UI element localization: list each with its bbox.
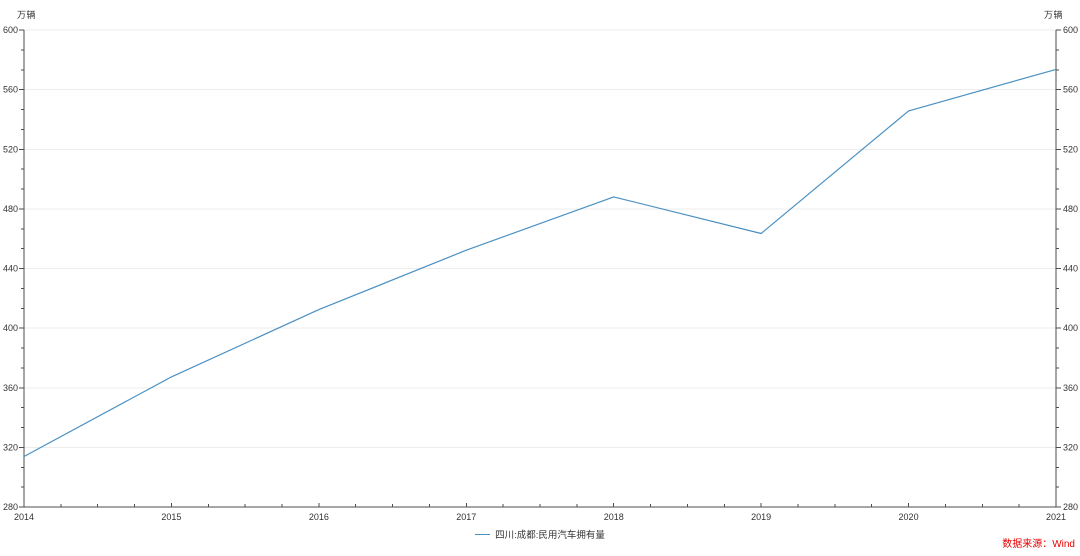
series-line: [23, 68, 1057, 458]
axis-labels: 280 280 320 320 360 360 400 400 440 440 480 480 520 5…: [3, 25, 1078, 522]
series-lines: [23, 68, 1057, 458]
data-source-label: 数据来源：Wind: [1002, 539, 1075, 550]
y-tick-label-left: 520: [3, 144, 18, 154]
axes: [19, 29, 1061, 508]
y-tick-label-right: 560: [1063, 85, 1078, 95]
x-tick-label: 2018: [604, 512, 624, 522]
x-tick-label: 2019: [751, 512, 771, 522]
y-tick-label-left: 440: [3, 264, 18, 274]
y-tick-label-right: 600: [1063, 25, 1078, 35]
x-tick-label: 2020: [899, 512, 919, 522]
x-tick-label: 2016: [309, 512, 329, 522]
y-tick-label-right: 440: [1063, 264, 1078, 274]
legend-label: 四川:成都:民用汽车拥有量: [495, 530, 605, 541]
legend-item[interactable]: 四川:成都:民用汽车拥有量: [475, 527, 605, 541]
y-axis-unit-right: 万辆: [1043, 10, 1063, 20]
y-tick-label-right: 400: [1063, 323, 1078, 333]
y-tick-label-left: 560: [3, 85, 18, 95]
gridlines: [24, 29, 1056, 448]
y-tick-label-left: 280: [3, 502, 18, 512]
y-tick-label-left: 400: [3, 323, 18, 333]
y-tick-label-right: 480: [1063, 204, 1078, 214]
legend: 四川:成都:民用汽车拥有量: [0, 527, 1080, 541]
y-tick-label-right: 360: [1063, 383, 1078, 393]
y-tick-label-left: 320: [3, 442, 18, 452]
y-tick-label-right: 520: [1063, 144, 1078, 154]
x-tick-label: 2017: [456, 512, 476, 522]
y-tick-label-left: 600: [3, 25, 18, 35]
y-axis-unit-left: 万辆: [17, 10, 37, 20]
y-tick-label-left: 360: [3, 383, 18, 393]
y-tick-label-right: 280: [1063, 502, 1078, 512]
x-tick-label: 2014: [14, 512, 34, 522]
legend-line-swatch: [475, 533, 491, 535]
y-tick-label-left: 480: [3, 204, 18, 214]
x-tick-label: 2021: [1046, 512, 1066, 522]
y-tick-label-right: 320: [1063, 442, 1078, 452]
x-tick-label: 2015: [161, 512, 181, 522]
